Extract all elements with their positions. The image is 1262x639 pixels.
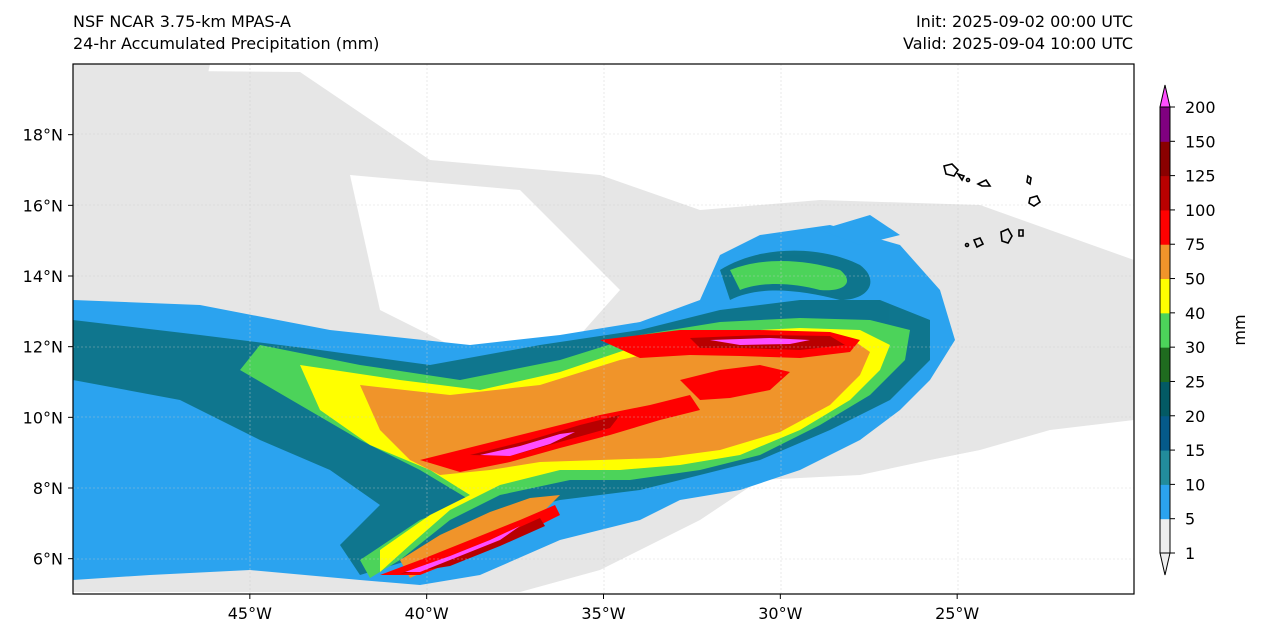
colorbar-tick-label: 150 — [1185, 132, 1216, 151]
colorbar-segment-150 — [1160, 107, 1170, 142]
colorbar-segment-20 — [1160, 381, 1170, 417]
colorbar-tick-label: 20 — [1185, 407, 1205, 426]
colorbar-segment-50 — [1160, 244, 1170, 280]
colorbar-segment-15 — [1160, 415, 1170, 451]
colorbar-tick-label: 5 — [1185, 510, 1195, 529]
colorbar-segment-40 — [1160, 278, 1170, 314]
colorbar-extend-max — [1159, 84, 1171, 108]
colorbar-tick-label: 100 — [1185, 201, 1216, 220]
lat-tick-label: 12°N — [23, 338, 63, 357]
colorbar-segment-1 — [1160, 518, 1170, 554]
lat-tick-group: 6°N 8°N 10°N 12°N 14°N 16°N 18°N — [23, 126, 73, 569]
lon-tick-label: 35°W — [581, 604, 625, 623]
lat-tick-label: 16°N — [23, 196, 63, 215]
colorbar-tick-label: 40 — [1185, 304, 1205, 323]
colorbar-segment-75 — [1160, 209, 1170, 245]
colorbar-tick-label: 10 — [1185, 475, 1205, 494]
colorbar-tick-label: 125 — [1185, 167, 1216, 186]
colorbar-segment-30 — [1160, 312, 1170, 348]
lon-tick-label: 25°W — [935, 604, 979, 623]
colorbar-tick-label: 25 — [1185, 372, 1205, 391]
colorbar-tick-label: 15 — [1185, 441, 1205, 460]
cape-verde-coastline — [943, 163, 1042, 249]
lat-tick-label: 18°N — [23, 126, 63, 145]
lon-tick-label: 30°W — [758, 604, 802, 623]
title-right: Init: 2025-09-02 00:00 UTC Valid: 2025-0… — [903, 11, 1133, 55]
lat-tick-label: 14°N — [23, 267, 63, 286]
colorbar-tick-label: 200 — [1185, 98, 1216, 117]
colorbar-segment-125 — [1160, 141, 1170, 177]
colorbar-tick-label: 50 — [1185, 270, 1205, 289]
lon-tick-group: 45°W 40°W 35°W 30°W 25°W — [228, 594, 979, 623]
colorbar-segment-5 — [1160, 484, 1170, 520]
field-title: 24-hr Accumulated Precipitation (mm) — [73, 34, 380, 53]
lat-tick-label: 10°N — [23, 408, 63, 427]
init-time: Init: 2025-09-02 00:00 UTC — [915, 12, 1133, 31]
model-title: NSF NCAR 3.75-km MPAS-A — [73, 12, 291, 31]
colorbar-unit-label: mm — [1230, 314, 1249, 345]
lon-tick-label: 40°W — [405, 604, 449, 623]
gridlines — [73, 64, 1134, 594]
lon-tick-label: 45°W — [228, 604, 272, 623]
colorbar-tick-label: 30 — [1185, 338, 1205, 357]
title-left: NSF NCAR 3.75-km MPAS-A 24-hr Accumulate… — [73, 11, 379, 55]
colorbar-frame — [1159, 106, 1171, 554]
lat-tick-label: 8°N — [33, 479, 63, 498]
colorbar-segment-25 — [1160, 347, 1170, 382]
colorbar-segment-10 — [1160, 450, 1170, 485]
colorbar-extend-min — [1159, 552, 1171, 576]
valid-time: Valid: 2025-09-04 10:00 UTC — [902, 34, 1133, 53]
colorbar-tick-label: 75 — [1185, 235, 1205, 254]
colorbar-tick-label: 1 — [1185, 544, 1195, 563]
precip-magenta-core — [405, 338, 810, 572]
lat-tick-label: 6°N — [33, 550, 63, 569]
colorbar-segment-100 — [1160, 175, 1170, 211]
